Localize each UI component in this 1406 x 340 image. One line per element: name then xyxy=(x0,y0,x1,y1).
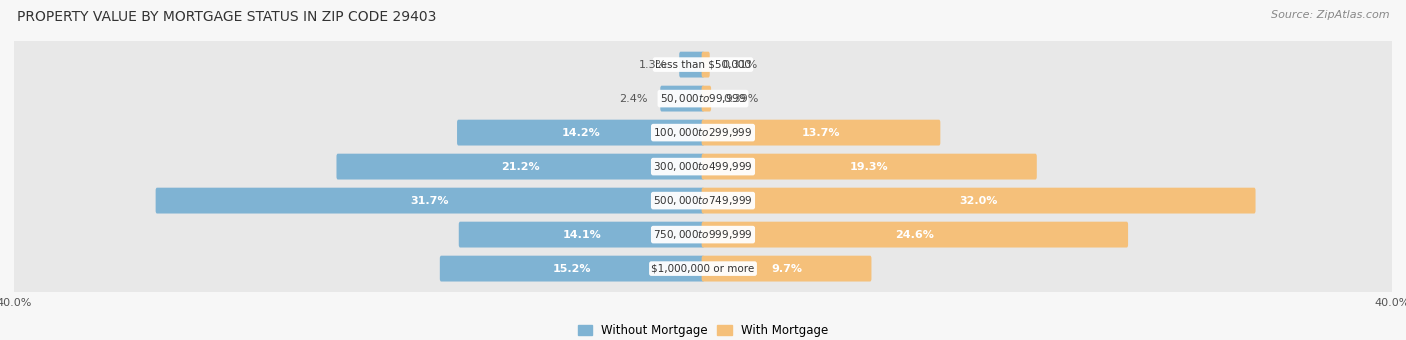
FancyBboxPatch shape xyxy=(457,120,704,146)
Text: $500,000 to $749,999: $500,000 to $749,999 xyxy=(654,194,752,207)
Text: $750,000 to $999,999: $750,000 to $999,999 xyxy=(654,228,752,241)
Text: $100,000 to $299,999: $100,000 to $299,999 xyxy=(654,126,752,139)
FancyBboxPatch shape xyxy=(0,211,1406,258)
FancyBboxPatch shape xyxy=(440,256,704,282)
Text: $300,000 to $499,999: $300,000 to $499,999 xyxy=(654,160,752,173)
Text: 13.7%: 13.7% xyxy=(801,128,841,138)
FancyBboxPatch shape xyxy=(679,52,704,78)
Text: 24.6%: 24.6% xyxy=(896,230,934,240)
FancyBboxPatch shape xyxy=(0,245,1406,292)
FancyBboxPatch shape xyxy=(661,86,704,112)
Text: 1.3%: 1.3% xyxy=(638,59,666,70)
Text: Source: ZipAtlas.com: Source: ZipAtlas.com xyxy=(1271,10,1389,20)
Text: 19.3%: 19.3% xyxy=(849,162,889,172)
Text: $1,000,000 or more: $1,000,000 or more xyxy=(651,264,755,274)
FancyBboxPatch shape xyxy=(702,52,710,78)
FancyBboxPatch shape xyxy=(458,222,704,248)
FancyBboxPatch shape xyxy=(156,188,704,214)
FancyBboxPatch shape xyxy=(0,143,1406,190)
Legend: Without Mortgage, With Mortgage: Without Mortgage, With Mortgage xyxy=(574,319,832,340)
Text: Less than $50,000: Less than $50,000 xyxy=(655,59,751,70)
Text: 9.7%: 9.7% xyxy=(770,264,801,274)
Text: 2.4%: 2.4% xyxy=(620,94,648,104)
Text: PROPERTY VALUE BY MORTGAGE STATUS IN ZIP CODE 29403: PROPERTY VALUE BY MORTGAGE STATUS IN ZIP… xyxy=(17,10,436,24)
FancyBboxPatch shape xyxy=(702,256,872,282)
Text: 21.2%: 21.2% xyxy=(501,162,540,172)
FancyBboxPatch shape xyxy=(0,109,1406,156)
Text: $50,000 to $99,999: $50,000 to $99,999 xyxy=(659,92,747,105)
FancyBboxPatch shape xyxy=(702,120,941,146)
FancyBboxPatch shape xyxy=(702,86,711,112)
Text: 32.0%: 32.0% xyxy=(959,195,998,206)
FancyBboxPatch shape xyxy=(336,154,704,180)
FancyBboxPatch shape xyxy=(702,188,1256,214)
FancyBboxPatch shape xyxy=(0,75,1406,122)
FancyBboxPatch shape xyxy=(0,177,1406,224)
Text: 0.39%: 0.39% xyxy=(724,94,759,104)
FancyBboxPatch shape xyxy=(0,41,1406,88)
FancyBboxPatch shape xyxy=(702,222,1128,248)
Text: 14.1%: 14.1% xyxy=(562,230,600,240)
FancyBboxPatch shape xyxy=(702,154,1036,180)
Text: 14.2%: 14.2% xyxy=(561,128,600,138)
Text: 31.7%: 31.7% xyxy=(411,195,450,206)
Text: 15.2%: 15.2% xyxy=(553,264,592,274)
Text: 0.31%: 0.31% xyxy=(723,59,758,70)
